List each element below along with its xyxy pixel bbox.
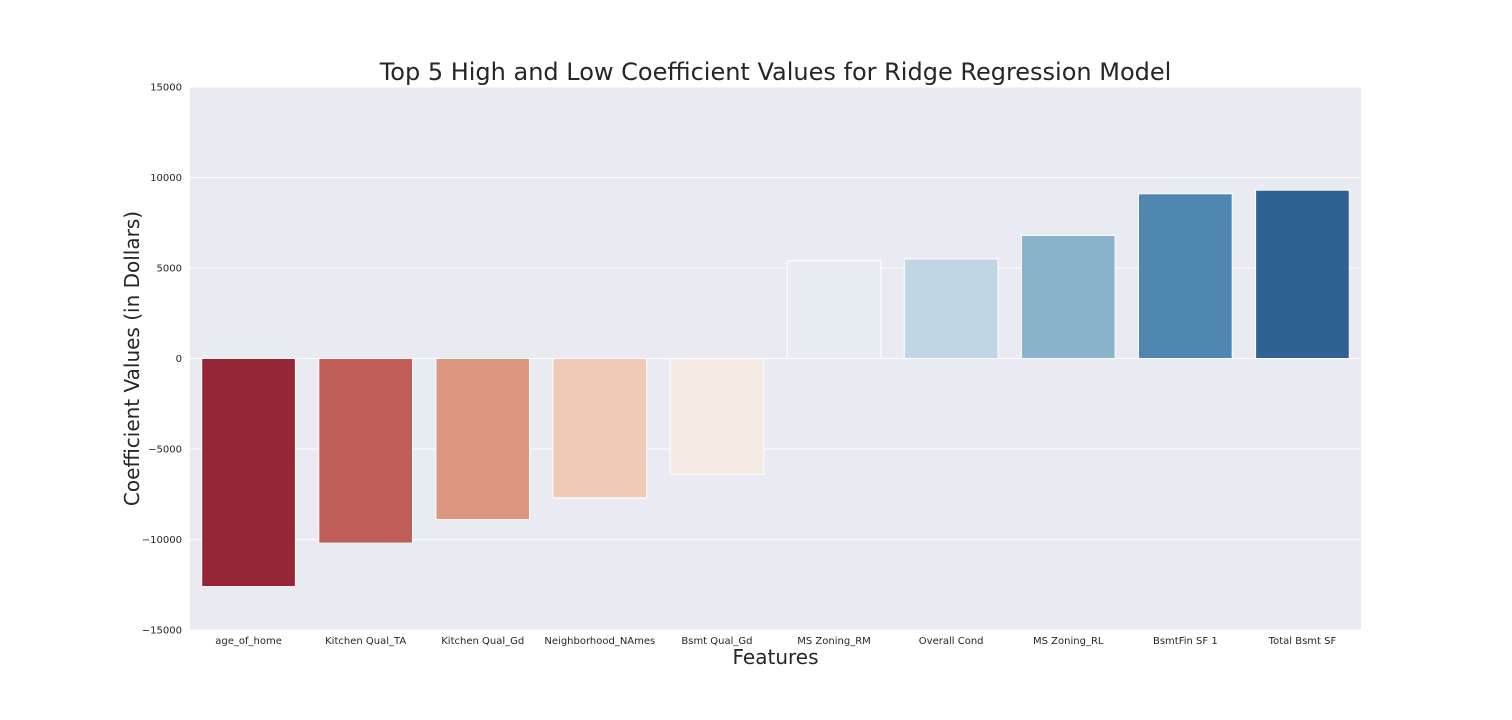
- y-tick-label: 5000: [157, 264, 182, 275]
- bars: [201, 189, 1350, 588]
- bar-kitchen-qual-gd: [435, 358, 531, 521]
- x-tick-label: Overall Cond: [919, 636, 984, 647]
- x-axis-title: Features: [733, 645, 819, 669]
- x-tick-label: Bsmt Qual_Gd: [681, 636, 752, 647]
- x-tick-label: Kitchen Qual_Gd: [441, 636, 524, 647]
- x-axis-ticks: age_of_home Kitchen Qual_TA Kitchen Qual_G…: [215, 636, 1336, 647]
- x-tick-label: BsmtFin SF 1: [1153, 636, 1218, 647]
- y-axis-ticks: 15000 10000 5000 0 −5000 −10000 −15000: [142, 83, 182, 637]
- bar-ms-zoning-rl: [1020, 234, 1116, 359]
- y-tick-label: 0: [176, 354, 182, 365]
- x-tick-label: Neighborhood_NAmes: [544, 636, 655, 647]
- y-tick-label: 10000: [150, 173, 182, 184]
- x-tick-label: MS Zoning_RL: [1033, 636, 1104, 647]
- bar-total-bsmt-sf: [1255, 189, 1350, 359]
- bar-kitchen-qual-ta: [318, 358, 413, 544]
- x-tick-label: age_of_home: [215, 636, 282, 647]
- bar-bsmtfin-sf-1: [1138, 193, 1233, 359]
- bar-ms-zoning-rm: [786, 260, 882, 360]
- bar-overall-cond: [903, 258, 999, 360]
- y-tick-label: −10000: [142, 535, 182, 546]
- bar-neighborhood-names: [552, 358, 648, 499]
- y-tick-label: −15000: [142, 626, 182, 637]
- y-axis-title: Coefficient Values (in Dollars): [120, 211, 144, 506]
- bar-age-of-home: [201, 358, 296, 588]
- y-tick-label: 15000: [150, 83, 182, 94]
- x-tick-label: Total Bsmt SF: [1268, 636, 1337, 647]
- chart-title: Top 5 High and Low Coefficient Values fo…: [379, 58, 1172, 86]
- x-tick-label: MS Zoning_RM: [797, 636, 871, 647]
- x-tick-label: Kitchen Qual_TA: [325, 636, 406, 647]
- y-tick-label: −5000: [148, 445, 182, 456]
- bar-bsmt-qual-gd: [669, 358, 765, 475]
